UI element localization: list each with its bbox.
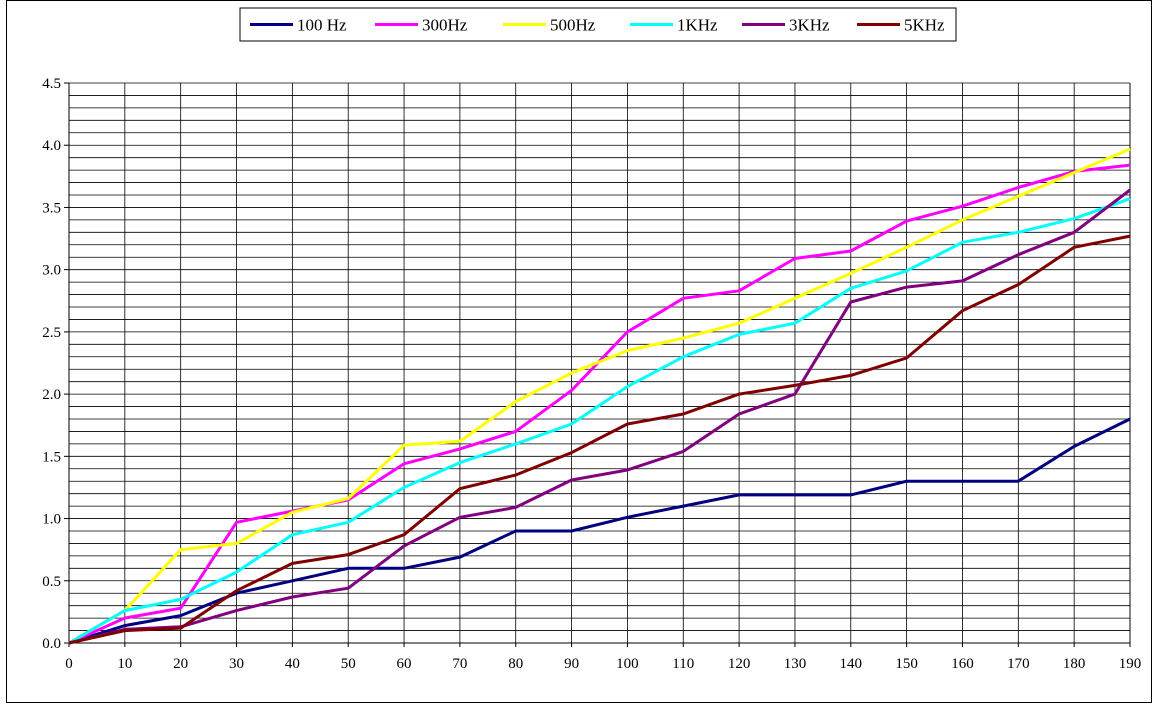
legend-label: 500Hz — [550, 16, 596, 35]
series-line-3khz — [68, 188, 1131, 645]
y-tick-label: 4.0 — [42, 138, 61, 154]
x-tick-label: 110 — [672, 656, 694, 672]
x-tick-label: 120 — [728, 656, 751, 672]
legend-label: 3KHz — [789, 16, 830, 35]
x-tick-label: 30 — [229, 656, 244, 672]
x-tick-label: 60 — [397, 656, 412, 672]
x-tick-label: 170 — [1007, 656, 1030, 672]
legend-box — [239, 7, 957, 42]
x-tick-label: 130 — [784, 656, 807, 672]
y-tick-label: 1.0 — [42, 512, 61, 528]
y-tick-label: 4.5 — [42, 76, 61, 92]
y-tick-label: 2.0 — [42, 387, 61, 403]
x-tick-label: 40 — [285, 656, 300, 672]
y-tick-label: 3.5 — [42, 200, 61, 216]
x-tick-label: 100 — [616, 656, 639, 672]
x-tick-label: 80 — [508, 656, 523, 672]
x-tick-label: 90 — [564, 656, 579, 672]
x-tick-label: 10 — [117, 656, 132, 672]
x-tick-label: 180 — [1063, 656, 1086, 672]
legend: 100 Hz 300Hz 500Hz 1KHz 3KHz 5KHz — [239, 7, 957, 42]
series-line-500hz — [68, 147, 1131, 645]
x-tick-label: 160 — [951, 656, 974, 672]
y-tick-label: 0.5 — [42, 574, 61, 590]
series-line-5khz — [68, 234, 1131, 645]
series-line-1khz — [68, 197, 1131, 645]
x-tick-label: 150 — [895, 656, 918, 672]
series-line-100-hz — [68, 417, 1131, 645]
y-tick-label: 3.0 — [42, 263, 61, 279]
x-tick-label: 140 — [840, 656, 863, 672]
y-tick-label: 1.5 — [42, 449, 61, 465]
axes: 0.0 0.5 1.0 1.5 2.0 2.5 3.0 3.5 4.0 4.5 0 10 20 30 40 5… — [42, 76, 1141, 672]
legend-label: 1KHz — [677, 16, 718, 35]
legend-label: 300Hz — [422, 16, 468, 35]
y-tick-label: 0.0 — [42, 636, 61, 652]
legend-label: 5KHz — [904, 16, 945, 35]
y-tick-label: 2.5 — [42, 325, 61, 341]
x-tick-label: 50 — [341, 656, 356, 672]
x-tick-label: 70 — [452, 656, 467, 672]
legend-label: 100 Hz — [297, 16, 347, 35]
series-lines — [68, 147, 1131, 645]
x-tick-label: 20 — [173, 656, 188, 672]
x-tick-label: 0 — [65, 656, 73, 672]
x-tick-label: 190 — [1119, 656, 1142, 672]
